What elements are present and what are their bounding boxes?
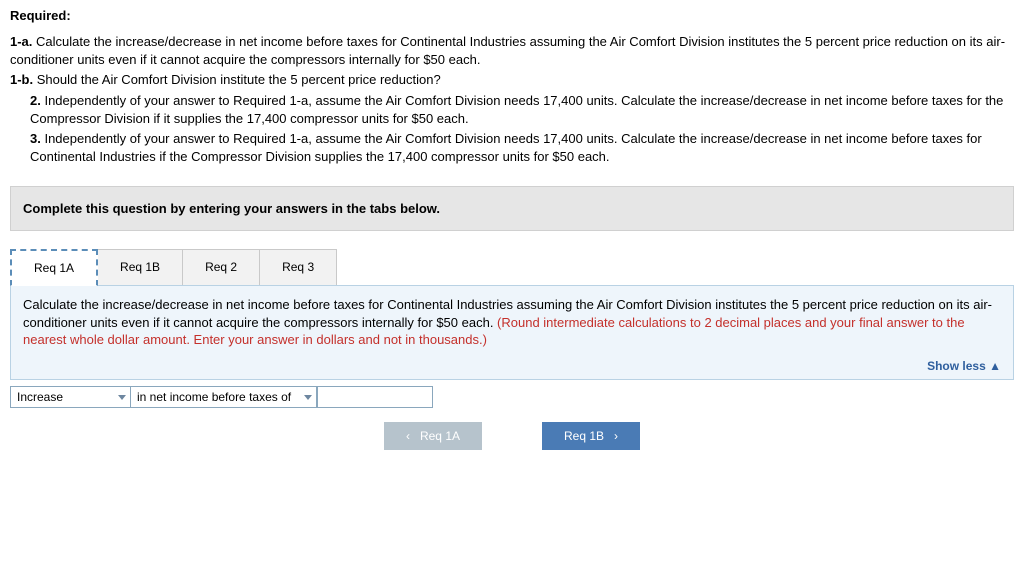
mid-select[interactable] <box>297 386 317 408</box>
req-text-1b: Should the Air Comfort Division institut… <box>37 72 441 87</box>
tab-req-1b[interactable]: Req 1B <box>97 249 183 286</box>
req-text-1a: Calculate the increase/decrease in net i… <box>10 34 1005 67</box>
tab-panel-req-1a: Calculate the increase/decrease in net i… <box>10 285 1014 380</box>
requirement-2: 2. Independently of your answer to Requi… <box>10 92 1014 128</box>
requirement-1b: 1-b. Should the Air Comfort Division ins… <box>10 71 1014 89</box>
panel-prompt: Calculate the increase/decrease in net i… <box>23 296 1001 349</box>
chevron-right-icon: › <box>614 429 618 443</box>
tab-req-1a[interactable]: Req 1A <box>10 249 98 286</box>
chevron-down-icon <box>118 395 126 400</box>
required-heading: Required: <box>10 8 1014 23</box>
answer-mid-label: in net income before taxes of <box>130 386 297 408</box>
prev-label: Req 1A <box>420 429 460 443</box>
chevron-down-icon <box>304 395 312 400</box>
req-num-2: 2. <box>30 93 41 108</box>
nav-row: ‹ Req 1A Req 1B › <box>10 422 1014 450</box>
prev-button[interactable]: ‹ Req 1A <box>384 422 482 450</box>
next-label: Req 1B <box>564 429 604 443</box>
req-num-3: 3. <box>30 131 41 146</box>
amount-input[interactable] <box>317 386 433 408</box>
tab-req-2[interactable]: Req 2 <box>182 249 260 286</box>
chevron-left-icon: ‹ <box>406 429 410 443</box>
show-less-toggle[interactable]: Show less ▲ <box>23 359 1001 373</box>
req-num-1b: 1-b. <box>10 72 33 87</box>
req-text-3: Independently of your answer to Required… <box>30 131 982 164</box>
req-text-2: Independently of your answer to Required… <box>30 93 1003 126</box>
direction-select[interactable]: Increase <box>10 386 130 408</box>
requirement-1a: 1-a. Calculate the increase/decrease in … <box>10 33 1014 69</box>
tab-req-3[interactable]: Req 3 <box>259 249 337 286</box>
answer-row: Increase in net income before taxes of <box>10 386 1014 408</box>
direction-value: Increase <box>17 390 63 404</box>
tabs-row: Req 1A Req 1B Req 2 Req 3 <box>10 249 1014 286</box>
next-button[interactable]: Req 1B › <box>542 422 640 450</box>
requirement-3: 3. Independently of your answer to Requi… <box>10 130 1014 166</box>
requirements-list: 1-a. Calculate the increase/decrease in … <box>10 33 1014 166</box>
instruction-bar: Complete this question by entering your … <box>10 186 1014 231</box>
req-num-1a: 1-a. <box>10 34 32 49</box>
